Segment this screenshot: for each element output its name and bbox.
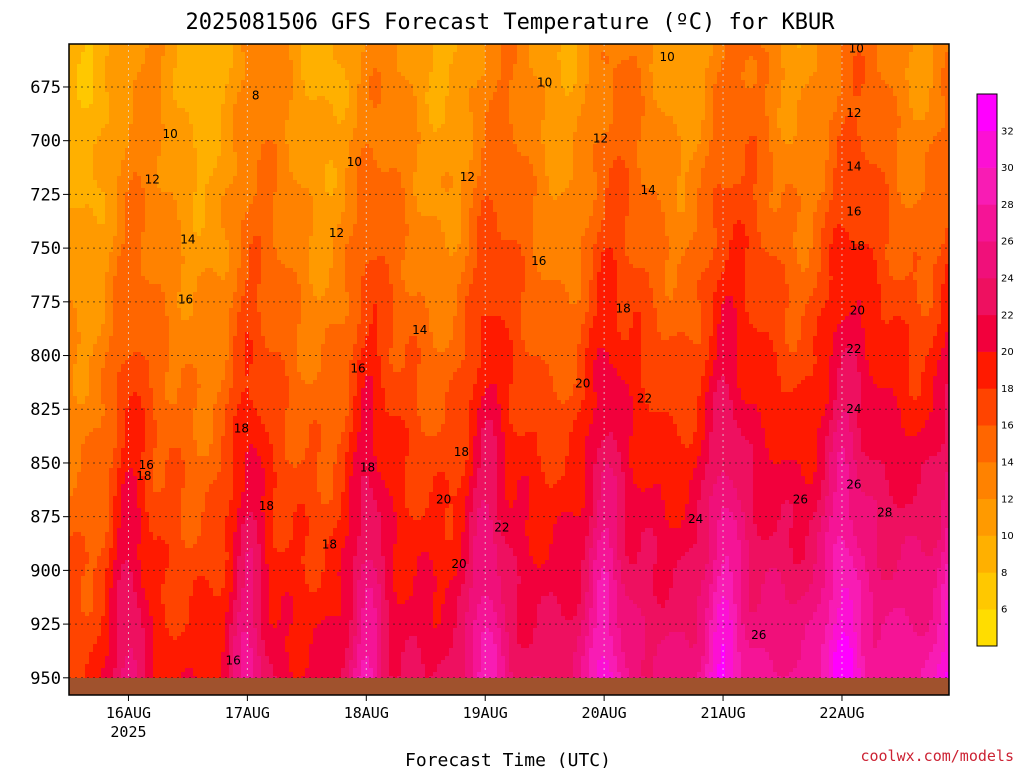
x-tick-label: 18AUG (344, 704, 389, 722)
ground-surface (69, 678, 949, 695)
isotherm-label: 20 (850, 303, 865, 317)
y-tick-label: 825 (30, 400, 61, 420)
isotherm-label: 16 (225, 654, 240, 668)
colorbar-swatch (977, 425, 997, 462)
isotherm-label: 12 (593, 132, 608, 146)
colorbar-swatch (977, 462, 997, 499)
y-tick-label: 800 (30, 347, 61, 367)
isotherm-label: 12 (329, 226, 344, 240)
x-tick-label: 16AUG (106, 704, 151, 722)
isotherm-label: 26 (793, 492, 808, 506)
y-axis: 675 700 725 750 775 800 825 850 875 900 925 950 (30, 78, 69, 689)
isotherm-label: 18 (259, 499, 274, 513)
isotherm-label: 14 (640, 183, 655, 197)
colorbar-swatch (977, 94, 997, 131)
colorbar-swatch (977, 388, 997, 425)
isotherm-label: 16 (350, 361, 365, 375)
colorbar-swatch (977, 352, 997, 389)
isotherm-label: 18 (322, 538, 337, 552)
isotherm-label: 22 (637, 392, 652, 406)
credit-text: coolwx.com/models (860, 747, 1014, 765)
colorbar-swatch (977, 609, 997, 646)
isotherm-label: 18 (850, 239, 865, 253)
isotherm-label: 10 (660, 50, 675, 64)
isotherm-label: 18 (454, 445, 469, 459)
isotherm-label: 20 (451, 557, 466, 571)
colorbar: 6 8 10 12 14 16 18 20 22 24 26 28 30 32 (977, 94, 1014, 646)
colorbar-swatch (977, 278, 997, 315)
isotherm-label: 28 (877, 505, 892, 519)
isotherm-label: 24 (688, 512, 703, 526)
colorbar-label: 12 (1001, 494, 1014, 505)
colorbar-swatch (977, 499, 997, 536)
y-tick-label: 750 (30, 239, 61, 259)
isotherm-label: 12 (846, 106, 861, 120)
colorbar-label: 14 (1001, 458, 1014, 469)
colorbar-label: 28 (1001, 200, 1014, 211)
isotherm-label: 20 (436, 492, 451, 506)
x-tick-label: 22AUG (819, 704, 864, 722)
temperature-field (69, 44, 950, 697)
colorbar-label: 8 (1001, 568, 1007, 579)
y-tick-label: 875 (30, 508, 61, 528)
colorbar-label: 30 (1001, 163, 1014, 174)
colorbar-swatch (977, 572, 997, 609)
isotherm-label: 10 (347, 155, 362, 169)
chart-title: 2025081506 GFS Forecast Temperature (ºC)… (185, 10, 835, 35)
x-tick-label: 17AUG (225, 704, 270, 722)
isotherm-label: 22 (846, 342, 861, 356)
colorbar-label: 20 (1001, 347, 1014, 358)
y-tick-label: 775 (30, 293, 61, 313)
isotherm-label: 24 (846, 402, 861, 416)
colorbar-swatch (977, 204, 997, 241)
isotherm-label: 16 (178, 293, 193, 307)
isotherm-label: 12 (145, 172, 160, 186)
colorbar-label: 10 (1001, 531, 1014, 542)
isotherm-label: 14 (180, 233, 195, 247)
isotherm-label: 14 (846, 159, 861, 173)
isotherm-label: 20 (575, 376, 590, 390)
isotherm-label: 22 (494, 520, 509, 534)
x-axis-label: Forecast Time (UTC) (405, 750, 611, 768)
y-tick-label: 925 (30, 615, 61, 635)
colorbar-swatch (977, 536, 997, 573)
colorbar-swatch (977, 315, 997, 352)
y-tick-label: 700 (30, 132, 61, 152)
isotherm-label: 26 (751, 628, 766, 642)
y-tick-label: 675 (30, 78, 61, 98)
colorbar-label: 22 (1001, 310, 1014, 321)
colorbar-swatch (977, 131, 997, 168)
isotherm-label: 10 (537, 76, 552, 90)
isotherm-label: 12 (460, 170, 475, 184)
isotherm-label: 16 (846, 205, 861, 219)
colorbar-swatch (977, 241, 997, 278)
colorbar-label: 32 (1001, 126, 1014, 137)
isotherm-label: 14 (412, 323, 427, 337)
x-tick-label: 20AUG (582, 704, 627, 722)
colorbar-swatch (977, 168, 997, 205)
colorbar-label: 16 (1001, 421, 1014, 432)
x-tick-label: 19AUG (463, 704, 508, 722)
y-tick-label: 950 (30, 669, 61, 689)
isotherm-label: 18 (360, 460, 375, 474)
isotherm-label: 18 (616, 301, 631, 315)
isotherm-label: 10 (162, 127, 177, 141)
isotherm-label: 18 (136, 469, 151, 483)
isotherm-label: 18 (234, 422, 249, 436)
colorbar-label: 6 (1001, 605, 1007, 616)
x-tick-sublabel: 2025 (110, 723, 146, 741)
y-tick-label: 850 (30, 454, 61, 474)
y-tick-label: 725 (30, 185, 61, 205)
x-tick-label: 21AUG (700, 704, 745, 722)
isotherm-label: 16 (531, 254, 546, 268)
colorbar-label: 26 (1001, 237, 1014, 248)
y-tick-label: 900 (30, 561, 61, 581)
colorbar-label: 24 (1001, 274, 1014, 285)
colorbar-label: 18 (1001, 384, 1014, 395)
isotherm-label: 8 (252, 89, 260, 103)
isotherm-label: 26 (846, 477, 861, 491)
